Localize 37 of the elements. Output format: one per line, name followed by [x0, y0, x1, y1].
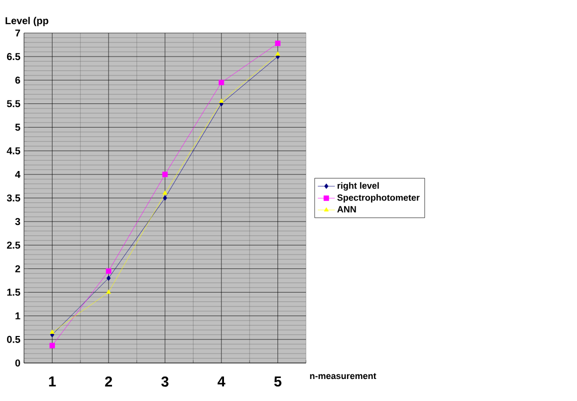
- point: [218, 80, 224, 86]
- y-tick-label: 0.5: [7, 336, 20, 343]
- y-tick-label: 6: [15, 76, 20, 84]
- point: [162, 172, 168, 178]
- y-tick-label: 5: [15, 124, 20, 131]
- legend-label: ANN: [337, 206, 356, 212]
- x-tick-label: 1: [49, 376, 56, 386]
- y-tick-label: 1: [16, 312, 20, 320]
- point: [50, 330, 55, 334]
- y-tick-label: 7: [15, 30, 20, 36]
- point: [106, 275, 111, 281]
- legend-label: right level: [338, 182, 379, 191]
- x-tick-label: 5: [274, 376, 282, 387]
- x-tick-label: 4: [218, 376, 226, 386]
- y-tick-label: 0: [15, 359, 20, 367]
- y-tick-label: 1.5: [7, 288, 20, 296]
- point: [162, 190, 168, 195]
- x-tick-label: 2: [105, 376, 112, 387]
- y-tick-label: 3.5: [6, 194, 20, 202]
- y-tick-label: 2.5: [6, 242, 20, 249]
- point: [50, 342, 55, 348]
- point: [106, 290, 111, 294]
- y-tick-label: 3: [15, 218, 20, 226]
- point: [162, 195, 168, 201]
- x-axis-title: n-measurement: [310, 373, 376, 380]
- y-axis-title: Level (pp: [6, 16, 48, 26]
- y-tick-label: 4.5: [6, 147, 20, 154]
- y-tick-label: 6.5: [6, 53, 20, 60]
- point: [275, 40, 280, 46]
- legend-label: Spectrophotometer: [337, 194, 420, 203]
- point: [219, 98, 224, 103]
- point: [275, 52, 280, 56]
- point: [106, 268, 112, 274]
- x-tick-label: 3: [161, 376, 168, 387]
- y-tick-label: 2: [15, 265, 20, 272]
- y-tick-label: 5.5: [6, 100, 20, 108]
- y-tick-label: 4: [15, 170, 20, 178]
